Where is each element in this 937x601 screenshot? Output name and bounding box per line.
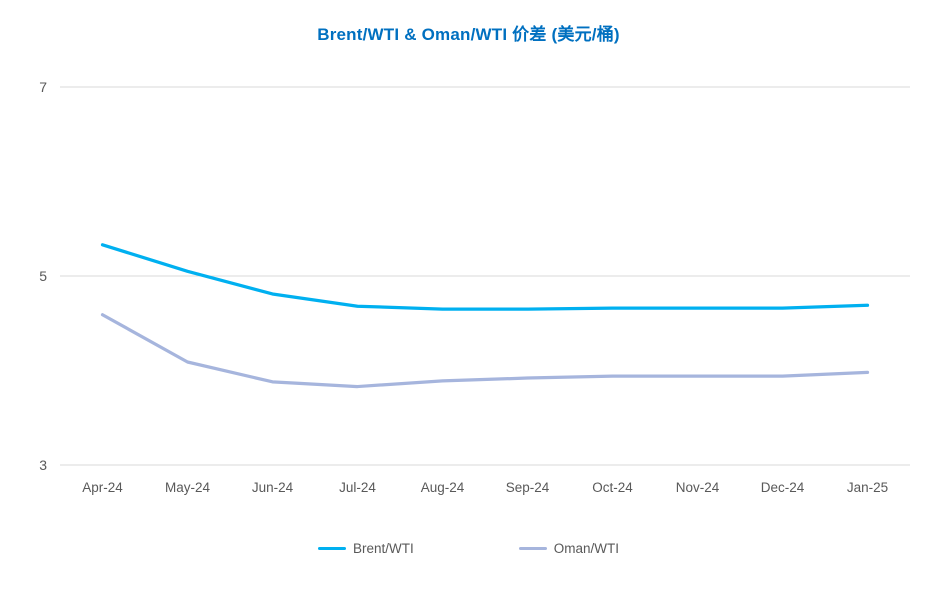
- legend-label-oman-wti: Oman/WTI: [553, 541, 620, 556]
- y-axis-tick-label-5: 5: [39, 268, 47, 284]
- x-axis-tick-label-may-24: May-24: [165, 480, 211, 495]
- x-axis-tick-label-jul-24: Jul-24: [339, 480, 376, 495]
- legend-item-brent-wti[interactable]: Brent/WTI: [317, 541, 414, 556]
- line-chart-plot-area: 7 5 3 Apr-24 May-24 Jun-24 Jul-24 Aug-24 Sep-24 O…: [39, 79, 910, 495]
- legend-item-oman-wti[interactable]: Oman/WTI: [518, 541, 620, 556]
- y-axis-tick-label-3: 3: [39, 457, 47, 473]
- x-axis-tick-label-aug-24: Aug-24: [421, 480, 465, 495]
- series-line-oman-wti: [100, 313, 870, 389]
- x-axis-tick-label-jun-24: Jun-24: [252, 480, 294, 495]
- y-axis-tick-label-7: 7: [39, 79, 47, 95]
- legend-label-brent-wti: Brent/WTI: [352, 541, 414, 556]
- series-line-brent-wti: [100, 243, 870, 311]
- x-axis-tick-label-sep-24: Sep-24: [506, 480, 550, 495]
- x-axis-tick-label-nov-24: Nov-24: [676, 480, 720, 495]
- x-axis-tick-label-oct-24: Oct-24: [592, 480, 633, 495]
- oman-wti-line-swatch-icon: [518, 546, 547, 551]
- x-axis-tick-label-jan-25: Jan-25: [847, 480, 888, 495]
- chart-legend: Brent/WTI Oman/WTI: [0, 541, 937, 556]
- chart-title: Brent/WTI & Oman/WTI 价差 (美元/桶): [317, 25, 620, 44]
- x-axis-tick-label-dec-24: Dec-24: [761, 480, 805, 495]
- x-axis-tick-label-apr-24: Apr-24: [82, 480, 123, 495]
- brent-wti-line-swatch-icon: [317, 546, 346, 551]
